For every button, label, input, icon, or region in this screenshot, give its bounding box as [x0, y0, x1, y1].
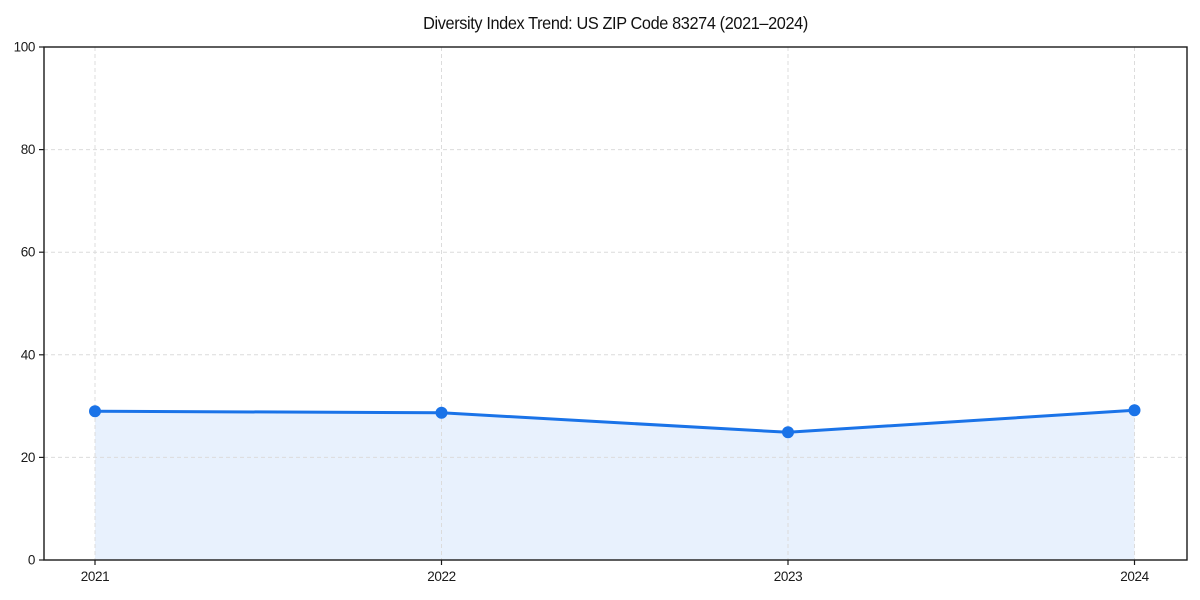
chart-title: Diversity Index Trend: US ZIP Code 83274… — [423, 13, 808, 33]
y-axis-tick-label: 40 — [21, 347, 35, 362]
y-axis-tick-label: 20 — [21, 450, 35, 465]
plot-frame — [43, 46, 1188, 561]
data-point-marker — [89, 405, 101, 418]
data-point-marker — [782, 426, 794, 439]
y-axis-tick-label: 60 — [21, 245, 35, 260]
data-point-marker — [435, 406, 448, 419]
plot-background — [44, 47, 1187, 560]
y-axis-tick-label: 80 — [21, 142, 35, 157]
y-axis-tick-label: 0 — [28, 553, 35, 568]
x-axis-tick-label: 2023 — [774, 569, 802, 584]
x-axis-tick-label: 2021 — [81, 569, 109, 584]
x-axis-tick-label: 2024 — [1120, 569, 1149, 584]
data-point-marker — [1128, 404, 1141, 417]
x-axis-tick-label: 2022 — [427, 569, 455, 584]
series-area-fill — [95, 410, 1135, 560]
series-line — [93, 408, 1136, 434]
y-axis-tick-label: 100 — [14, 40, 35, 55]
